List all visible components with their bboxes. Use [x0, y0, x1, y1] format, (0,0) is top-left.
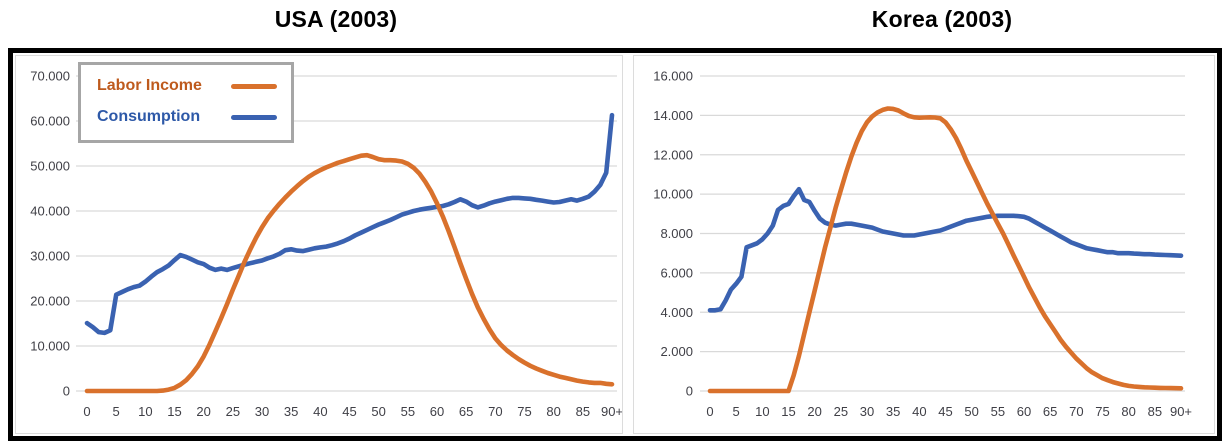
y-axis-tick-label: 0	[63, 384, 70, 399]
legend-item-consumption: Consumption	[97, 108, 277, 126]
labor-income-line	[707, 106, 1184, 394]
x-axis-tick-label: 70	[1069, 404, 1083, 419]
x-axis-tick-label: 5	[733, 404, 740, 419]
y-axis-tick-label: 40.000	[30, 204, 70, 219]
consumption-line	[84, 112, 615, 336]
x-axis-tick-label: 70	[488, 404, 502, 419]
y-axis-tick-label: 70.000	[30, 69, 70, 84]
x-axis-tick-label: 40	[313, 404, 327, 419]
korea-chart: 0 2.000 4.000 6.000 8.000 10.000 12.000 14.000 1…	[633, 55, 1215, 434]
x-axis-tick-label: 60	[1017, 404, 1031, 419]
x-axis-tick-label: 10	[138, 404, 152, 419]
y-axis-tick-label: 6.000	[660, 265, 693, 280]
y-axis-tick-label: 16.000	[653, 69, 693, 84]
x-axis-tick-label: 45	[342, 404, 356, 419]
labor-income-line	[84, 152, 615, 394]
x-axis-tick-label: 35	[886, 404, 900, 419]
labor-income-line-swatch	[231, 83, 277, 89]
x-axis-tick-label: 10	[755, 404, 769, 419]
y-axis-tick-label: 12.000	[653, 147, 693, 162]
x-axis-tick-label: 40	[912, 404, 926, 419]
korea-plot: 0 2.000 4.000 6.000 8.000 10.000 12.000 14.000 1…	[653, 69, 1192, 420]
x-axis-tick-label: 90+	[1170, 404, 1192, 419]
x-axis-tick-label: 25	[226, 404, 240, 419]
y-axis-tick-label: 20.000	[30, 294, 70, 309]
consumption-line-swatch	[231, 114, 277, 120]
x-axis-tick-label: 55	[401, 404, 415, 419]
x-axis-tick-label: 50	[964, 404, 978, 419]
y-axis-tick-label: 8.000	[660, 226, 693, 241]
x-axis-tick-label: 50	[371, 404, 385, 419]
x-axis-tick-label: 75	[1095, 404, 1109, 419]
x-axis-tick-label: 85	[1148, 404, 1162, 419]
x-axis-tick-label: 65	[1043, 404, 1057, 419]
legend-item-labor-income: Labor Income	[97, 77, 277, 95]
y-axis-tick-label: 60.000	[30, 114, 70, 129]
y-axis-tick-label: 30.000	[30, 249, 70, 264]
x-axis-tick-label: 15	[781, 404, 795, 419]
x-axis-tick-label: 30	[860, 404, 874, 419]
legend-label-labor-income: Labor Income	[97, 77, 202, 94]
y-axis-tick-label: 50.000	[30, 159, 70, 174]
y-axis-tick-label: 14.000	[653, 108, 693, 123]
x-axis-tick-label: 90+	[601, 404, 622, 419]
legend: Labor Income Consumption	[78, 62, 294, 143]
x-axis-tick-label: 0	[83, 404, 90, 419]
legend-label-consumption: Consumption	[97, 108, 201, 125]
y-axis-tick-label: 4.000	[660, 305, 693, 320]
y-axis-tick-label: 10.000	[653, 187, 693, 202]
x-axis-tick-label: 80	[1121, 404, 1135, 419]
x-axis-tick-label: 15	[167, 404, 181, 419]
x-axis-tick-label: 55	[991, 404, 1005, 419]
x-axis-tick-label: 30	[255, 404, 269, 419]
usa-chart-title: USA (2003)	[274, 6, 398, 32]
x-axis-tick-label: 85	[576, 404, 590, 419]
x-axis-tick-label: 25	[834, 404, 848, 419]
chart-frame: 0 10.000 20.000 30.000 40.000 50.000 60.000 70.…	[8, 48, 1222, 441]
x-axis-tick-label: 20	[196, 404, 210, 419]
x-axis-tick-label: 0	[706, 404, 713, 419]
x-axis-tick-label: 5	[113, 404, 120, 419]
usa-chart: 0 10.000 20.000 30.000 40.000 50.000 60.000 70.…	[15, 55, 623, 434]
x-axis-tick-label: 80	[546, 404, 560, 419]
consumption-line	[707, 186, 1184, 313]
y-axis-tick-label: 0	[686, 384, 693, 399]
x-axis-tick-label: 75	[517, 404, 531, 419]
x-axis-tick-label: 45	[938, 404, 952, 419]
x-axis-tick-label: 60	[430, 404, 444, 419]
x-axis-tick-label: 65	[459, 404, 473, 419]
x-axis-tick-label: 20	[807, 404, 821, 419]
korea-chart-title: Korea (2003)	[871, 6, 1013, 32]
y-axis-tick-label: 10.000	[30, 339, 70, 354]
y-axis-tick-label: 2.000	[660, 344, 693, 359]
x-axis-tick-label: 35	[284, 404, 298, 419]
